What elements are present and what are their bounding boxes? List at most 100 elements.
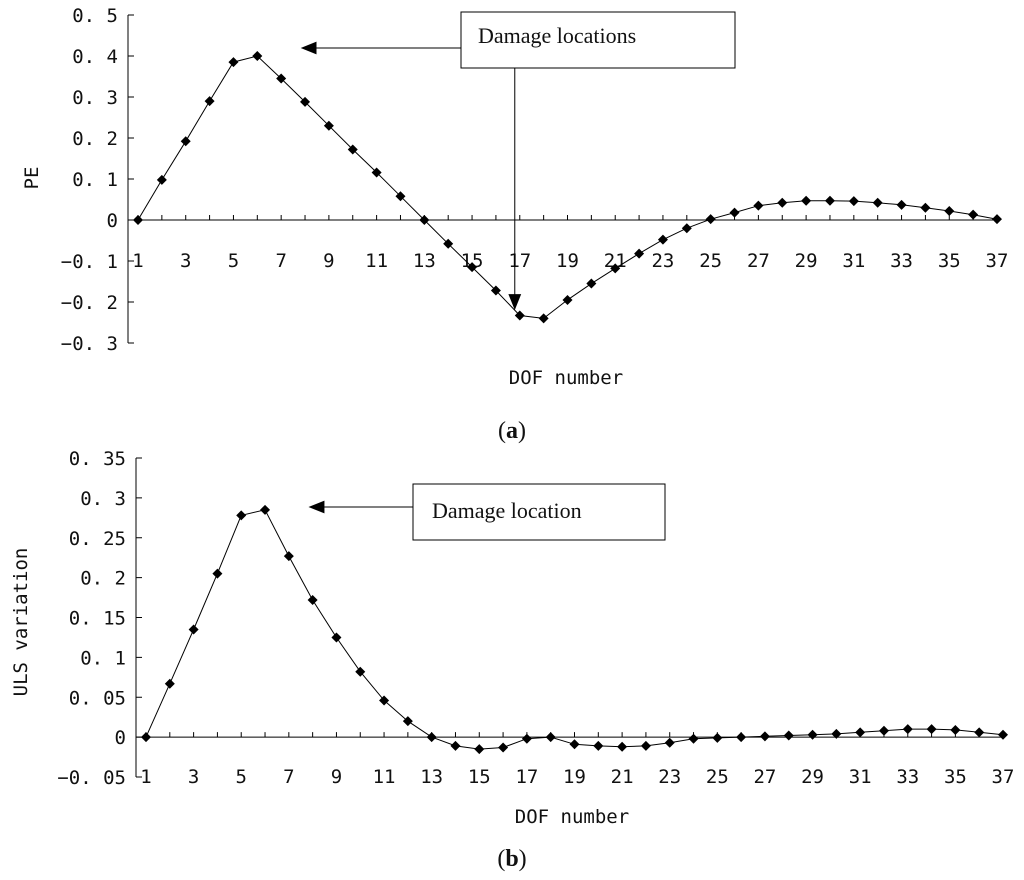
x-tick-label: 1	[132, 250, 143, 272]
x-tick-label: 15	[468, 766, 491, 788]
data-point	[777, 197, 788, 208]
data-point	[180, 136, 191, 147]
x-tick-label: 27	[753, 766, 776, 788]
x-tick-label: 5	[235, 766, 246, 788]
x-tick-label: 11	[373, 766, 396, 788]
annotation-box	[460, 11, 736, 69]
data-point	[188, 624, 199, 635]
data-point	[498, 742, 509, 753]
data-point	[926, 724, 937, 735]
data-point	[212, 568, 223, 579]
y-tick-label: 0. 5	[72, 5, 118, 27]
x-tick-label: 19	[556, 250, 579, 272]
data-point	[236, 510, 247, 521]
data-point	[593, 740, 604, 751]
data-point	[896, 199, 907, 210]
x-tick-label: 29	[795, 250, 818, 272]
x-tick-label: 21	[611, 766, 634, 788]
data-point	[783, 730, 794, 741]
data-point	[228, 57, 239, 68]
x-tick-label: 7	[283, 766, 294, 788]
data-point	[204, 96, 215, 107]
data-point	[950, 724, 961, 735]
data-point	[443, 238, 454, 249]
data-point	[283, 551, 294, 562]
x-tick-label: 13	[420, 766, 443, 788]
x-tick-label: 21	[604, 250, 627, 272]
data-point	[331, 632, 342, 643]
x-tick-label: 35	[938, 250, 961, 272]
y-tick-label: 0. 3	[80, 488, 126, 510]
data-point	[467, 262, 478, 273]
data-point	[562, 294, 573, 305]
x-tick-label: 17	[515, 766, 538, 788]
y-tick-label: −0. 05	[57, 767, 126, 789]
data-point	[156, 174, 167, 185]
annotation-box	[412, 483, 666, 541]
x-tick-label: 33	[890, 250, 913, 272]
data-point	[545, 732, 556, 743]
data-point	[419, 215, 430, 225]
data-point	[450, 740, 461, 751]
x-tick-label: 3	[188, 766, 199, 788]
y-tick-label: 0	[107, 210, 118, 232]
y-tick-label: 0. 3	[72, 87, 118, 109]
data-point	[902, 724, 913, 735]
data-point	[141, 732, 151, 743]
y-tick-label: 0. 25	[69, 528, 126, 550]
data-point	[514, 310, 525, 321]
data-point	[610, 263, 621, 274]
data-point	[759, 731, 770, 742]
x-tick-label: 15	[461, 250, 484, 272]
y-tick-label: 0. 1	[72, 169, 118, 191]
data-point	[736, 732, 747, 743]
data-point	[807, 729, 818, 740]
x-tick-label: 35	[944, 766, 967, 788]
x-tick-label: 31	[842, 250, 865, 272]
data-point	[848, 196, 859, 207]
x-tick-label: 3	[180, 250, 191, 272]
data-point	[323, 120, 334, 131]
chart-panel-b: 0. 35 0. 3 0. 25 0. 2 0. 15 0. 1 0. 05 0 −0. 05 1…	[10, 448, 1014, 872]
data-point	[640, 740, 651, 751]
data-point	[521, 733, 532, 744]
x-axis-label: DOF number	[515, 806, 629, 828]
chart-panel-a: 0. 50. 40. 30. 20. 10−0. 1−0. 2−0. 31 3 5 7…	[21, 5, 1008, 444]
data-point	[712, 732, 723, 743]
y-axis-label: PE	[21, 167, 43, 190]
y-tick-label: −0. 2	[61, 292, 118, 314]
data-point	[855, 727, 866, 738]
data-point	[944, 205, 955, 216]
data-point	[657, 234, 668, 245]
y-tick-label: −0. 3	[61, 333, 118, 355]
x-tick-label: 33	[896, 766, 919, 788]
series-line	[145, 509, 1004, 750]
y-axis-label: ULS variation	[10, 548, 32, 697]
x-tick-label: 7	[275, 250, 286, 272]
data-point	[347, 144, 358, 155]
x-tick-label: 27	[747, 250, 770, 272]
data-point	[538, 313, 549, 324]
x-tick-label: 19	[563, 766, 586, 788]
data-point	[681, 223, 692, 234]
x-tick-label: 13	[413, 250, 436, 272]
x-tick-label: 25	[699, 250, 722, 272]
panel-label: (b)	[497, 846, 526, 872]
data-point	[705, 214, 716, 225]
y-tick-label: 0. 2	[72, 128, 118, 150]
y-tick-label: 0. 1	[80, 647, 126, 669]
data-point	[872, 197, 883, 208]
y-tick-label: 0. 05	[69, 687, 126, 709]
data-point	[998, 729, 1008, 740]
data-point	[164, 678, 175, 689]
data-point	[634, 248, 645, 259]
data-point	[878, 725, 889, 736]
data-point	[753, 200, 764, 211]
x-tick-label: 29	[801, 766, 824, 788]
x-tick-label: 37	[992, 766, 1015, 788]
data-point	[260, 504, 271, 515]
data-point	[974, 727, 985, 738]
data-point	[355, 666, 366, 677]
data-point	[920, 202, 931, 213]
